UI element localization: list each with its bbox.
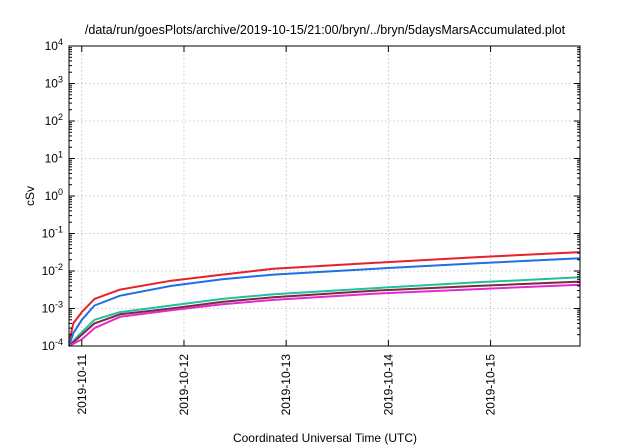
series-line [68, 257, 581, 347]
y-tick-label-base: 10 [45, 189, 59, 203]
series-line [68, 251, 581, 344]
x-tick-label: 2019-10-14 [381, 354, 395, 416]
y-tick-label: 10-3 [42, 300, 63, 316]
y-tick-label: 101 [45, 150, 63, 166]
y-tick-label-exponent: -2 [55, 262, 63, 272]
y-tick-label-base: 10 [45, 39, 59, 53]
y-tick-label-exponent: 2 [58, 112, 63, 122]
x-axis-label: Coordinated Universal Time (UTC) [233, 431, 417, 445]
tick-labels: 10-410-310-210-11001011021031042019-10-1… [42, 37, 498, 415]
gridlines [69, 46, 580, 346]
plot-frame [68, 45, 581, 347]
y-tick-label-base: 10 [42, 339, 56, 353]
y-tick-label-exponent: -4 [55, 337, 63, 347]
y-tick-label: 100 [45, 187, 63, 203]
series-line [68, 276, 581, 347]
series-lines [68, 251, 581, 347]
series-line [68, 283, 581, 347]
y-tick-label-base: 10 [45, 77, 59, 91]
y-tick-label-base: 10 [42, 227, 56, 241]
y-tick-label: 10-4 [42, 337, 63, 353]
y-tick-label-base: 10 [45, 152, 59, 166]
y-tick-label-base: 10 [42, 302, 56, 316]
y-tick-label-base: 10 [42, 264, 56, 278]
chart-title: /data/run/goesPlots/archive/2019-10-15/2… [85, 23, 566, 37]
y-tick-label: 10-2 [42, 262, 63, 278]
x-tick-label: 2019-10-13 [279, 354, 293, 416]
x-tick-label: 2019-10-11 [75, 354, 89, 415]
y-tick-label: 103 [45, 75, 63, 91]
y-tick-label-exponent: -1 [55, 225, 63, 235]
series-line [68, 280, 581, 347]
y-tick-label-exponent: 4 [58, 37, 63, 47]
y-tick-label-exponent: 1 [58, 150, 63, 160]
y-tick-label-exponent: 0 [58, 187, 63, 197]
y-axis-label: cSv [23, 186, 37, 206]
y-tick-label-base: 10 [45, 114, 59, 128]
y-tick-label: 102 [45, 112, 63, 128]
y-tick-label-exponent: 3 [58, 75, 63, 85]
y-tick-label-exponent: -3 [55, 300, 63, 310]
y-tick-label: 10-1 [42, 225, 63, 241]
x-tick-label: 2019-10-12 [177, 354, 191, 416]
x-tick-label: 2019-10-15 [484, 354, 498, 416]
y-tick-label: 104 [45, 37, 63, 53]
